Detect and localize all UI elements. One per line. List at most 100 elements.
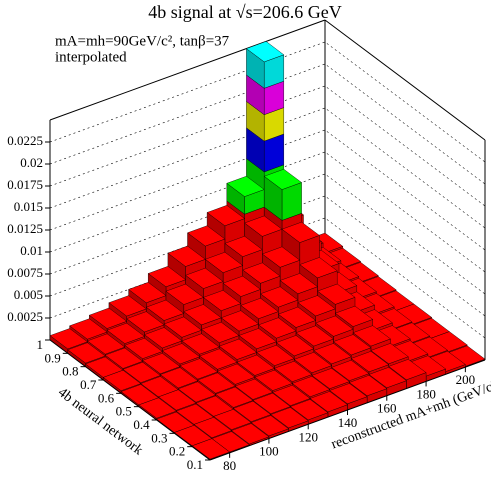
bar-top (256, 344, 295, 366)
bar-top (270, 407, 309, 429)
bar-top (193, 417, 232, 439)
bar-top (315, 315, 354, 337)
bar-top (108, 295, 147, 317)
z-tick-label: 0.02 (20, 155, 43, 170)
bar-top (261, 246, 301, 268)
bar-top (167, 245, 206, 267)
bar-top (317, 283, 356, 305)
bar-top (106, 322, 145, 344)
bar-top (159, 367, 199, 389)
bar-top (218, 338, 258, 360)
x-tick-label: 120 (298, 429, 318, 444)
y-tick-label: 0.6 (98, 390, 115, 405)
grid-line (49, 85, 486, 207)
bar-top (199, 348, 238, 370)
bar-top (272, 384, 311, 406)
bar-top (281, 221, 320, 243)
grid-line (49, 63, 486, 185)
bar-top (102, 369, 142, 391)
bar-top (331, 359, 370, 381)
annotation: mA=mh=90GeV/c², tanβ=37 (55, 33, 230, 49)
grid-line (49, 217, 486, 339)
bar-top (126, 311, 165, 333)
grid-line (49, 129, 486, 251)
bar-top (165, 283, 204, 305)
bar-top (158, 389, 197, 411)
y-tick-label: 0.4 (133, 417, 150, 432)
bar-top (138, 397, 177, 419)
bar-top (222, 275, 261, 297)
box-edge (49, 19, 326, 121)
bar-top (388, 359, 427, 381)
bar-top (67, 342, 106, 364)
bar-top (245, 41, 285, 63)
bar-top (145, 299, 185, 321)
bar-top (333, 334, 372, 356)
z-tick-label: 0.0175 (7, 177, 43, 192)
bar-top (161, 343, 201, 365)
y-tick-label: 0.5 (116, 404, 132, 419)
grid-line (49, 173, 486, 295)
bar-top (240, 297, 279, 319)
bar-top (299, 257, 338, 279)
bar-top (274, 360, 313, 382)
x-tick-label: 160 (377, 401, 397, 416)
bar-top (311, 368, 350, 389)
x-tick-label: 100 (259, 444, 279, 459)
y-tick-label: 0.9 (45, 350, 61, 365)
bar-top (291, 376, 331, 398)
bar-top (220, 310, 260, 332)
bar-top (226, 175, 265, 197)
bar-top (224, 235, 263, 257)
bar-top (147, 266, 187, 288)
z-tick-label: 0.0075 (7, 265, 43, 280)
bar-top (313, 343, 352, 365)
z-tick-label: 0.005 (14, 287, 43, 302)
bar-top (348, 375, 388, 397)
box-edge (324, 19, 486, 141)
bar-top (215, 386, 254, 408)
bar-top (370, 343, 409, 365)
bar-top (350, 351, 390, 373)
bar-top (260, 286, 299, 308)
bar-top (202, 290, 242, 311)
bar-top (232, 400, 272, 422)
bar-top (231, 423, 270, 445)
bar-top (368, 367, 407, 389)
bar-top (197, 372, 236, 394)
bar-top (258, 317, 297, 339)
bar-top (177, 381, 217, 403)
bar-top (263, 168, 303, 190)
bar-top (238, 328, 277, 350)
bar-top (185, 267, 224, 289)
bar-top (142, 353, 181, 375)
z-tick-label: 0.015 (14, 199, 43, 214)
z-tick-label: 0.0025 (7, 309, 43, 324)
y-tick-label: 0.8 (62, 364, 78, 379)
bar-top (293, 352, 333, 374)
bar-top (236, 354, 275, 376)
bar-top (234, 378, 274, 400)
grid-line (49, 151, 486, 273)
bar-top (88, 307, 128, 329)
bar-top (181, 333, 220, 355)
y-tick-label: 0.2 (169, 444, 185, 459)
bar-top (204, 251, 244, 273)
bar-top (187, 225, 226, 247)
bar-top (217, 363, 256, 385)
bar-top (352, 325, 391, 347)
grid-line (49, 41, 486, 163)
axis-line (49, 339, 211, 461)
bar-top (297, 295, 336, 317)
z-tick-label: 0.01 (20, 243, 43, 258)
bar-top (277, 306, 317, 328)
grid-line (49, 107, 486, 229)
x-tick-label: 180 (416, 386, 436, 401)
bar-top (309, 391, 348, 413)
bar-top (122, 361, 161, 383)
bar-top (179, 358, 218, 380)
bar-top (86, 333, 126, 355)
bar-top (144, 327, 183, 349)
z-tick-label: 0.0225 (7, 133, 43, 148)
y-tick-label: 1 (37, 337, 44, 352)
